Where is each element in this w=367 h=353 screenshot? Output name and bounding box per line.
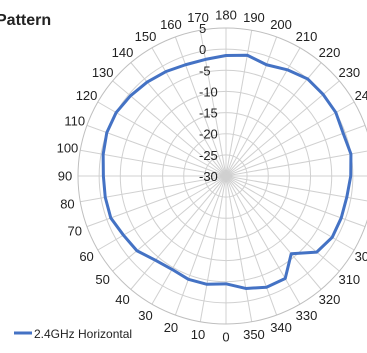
angle-tick-label: 200 xyxy=(270,17,292,32)
series-layer xyxy=(101,53,353,290)
angle-tick-label: 300 xyxy=(355,249,367,264)
spoke-350 xyxy=(225,175,253,322)
angle-tick-label: 350 xyxy=(243,327,265,342)
radial-tick-labels: 5 0 -5 -10 -15 -20 -25 -30 xyxy=(199,21,218,184)
spoke-30 xyxy=(151,175,227,305)
grid-ring xyxy=(140,90,312,262)
chart-title: Pattern xyxy=(0,12,51,29)
angle-tick-label: 180 xyxy=(215,8,237,23)
angle-tick-label: 340 xyxy=(270,320,292,335)
angle-tick-label: 20 xyxy=(164,320,178,335)
angle-tick-label: 100 xyxy=(57,141,79,156)
legend-label: 2.4GHz Horizontal xyxy=(34,327,132,341)
spoke-200 xyxy=(225,36,278,177)
angle-tick-label: 0 xyxy=(222,330,229,345)
spoke-230 xyxy=(225,80,340,177)
angle-tick-label: 320 xyxy=(319,292,341,307)
angle-tick-label: 210 xyxy=(296,29,318,44)
angle-tick-label: 40 xyxy=(115,292,129,307)
angle-tick-label: 150 xyxy=(135,29,157,44)
series-line xyxy=(101,53,353,290)
angle-tick-label: 10 xyxy=(191,327,205,342)
radial-tick-label: -15 xyxy=(199,106,218,121)
spoke-240 xyxy=(225,101,355,177)
radial-tick-label: 0 xyxy=(199,42,206,57)
grid-ring xyxy=(98,48,354,304)
grid-ring xyxy=(204,154,248,198)
spoke-20 xyxy=(174,175,227,316)
radial-tick-label: -20 xyxy=(199,127,218,142)
spoke-330 xyxy=(225,175,301,305)
angle-tick-label: 220 xyxy=(319,45,341,60)
angle-tick-label: 60 xyxy=(79,249,93,264)
spoke-310 xyxy=(225,175,340,272)
radial-tick-label: -30 xyxy=(199,169,218,184)
grid-ring xyxy=(77,27,367,325)
angle-tick-label: 120 xyxy=(76,88,98,103)
spoke-160 xyxy=(174,36,227,177)
angle-tick-label: 80 xyxy=(60,196,74,211)
spoke-10 xyxy=(199,175,227,322)
angle-tick-label: 330 xyxy=(296,308,318,323)
spoke-40 xyxy=(130,175,227,290)
angle-tick-label: 230 xyxy=(338,65,360,80)
angle-tick-label: 50 xyxy=(95,272,109,287)
angle-tick-label: 170 xyxy=(187,10,209,25)
angle-tick-label: 30 xyxy=(138,308,152,323)
spoke-50 xyxy=(112,175,227,272)
angle-tick-label: 240 xyxy=(355,88,367,103)
spoke-220 xyxy=(225,62,322,177)
legend: 2.4GHz Horizontal xyxy=(14,327,132,341)
radial-tick-label: 5 xyxy=(199,21,206,36)
spoke-120 xyxy=(97,101,227,177)
angle-tick-labels: 0102030405060708090100110120130140150160… xyxy=(57,8,367,345)
spoke-150 xyxy=(151,47,227,177)
angle-tick-label: 110 xyxy=(64,113,85,128)
angle-tick-label: 190 xyxy=(243,10,265,25)
angle-tick-label: 70 xyxy=(67,224,81,239)
polar-grid xyxy=(77,27,367,325)
radial-tick-label: -10 xyxy=(199,84,218,99)
spoke-110 xyxy=(86,124,227,177)
angle-tick-label: 140 xyxy=(112,45,134,60)
grid-ring xyxy=(119,69,333,283)
angle-tick-label: 310 xyxy=(338,272,360,287)
grid-ring xyxy=(162,112,290,240)
grid-ring xyxy=(183,133,269,219)
spoke-320 xyxy=(225,175,322,290)
radial-tick-label: -25 xyxy=(199,148,218,163)
spoke-60 xyxy=(97,175,227,251)
angle-tick-label: 130 xyxy=(92,65,114,80)
angle-tick-label: 90 xyxy=(58,169,72,184)
spoke-260 xyxy=(225,150,367,177)
radial-tick-label: -5 xyxy=(199,63,211,78)
spoke-340 xyxy=(225,175,278,316)
angle-tick-label: 160 xyxy=(160,17,182,32)
spoke-170 xyxy=(199,30,227,177)
